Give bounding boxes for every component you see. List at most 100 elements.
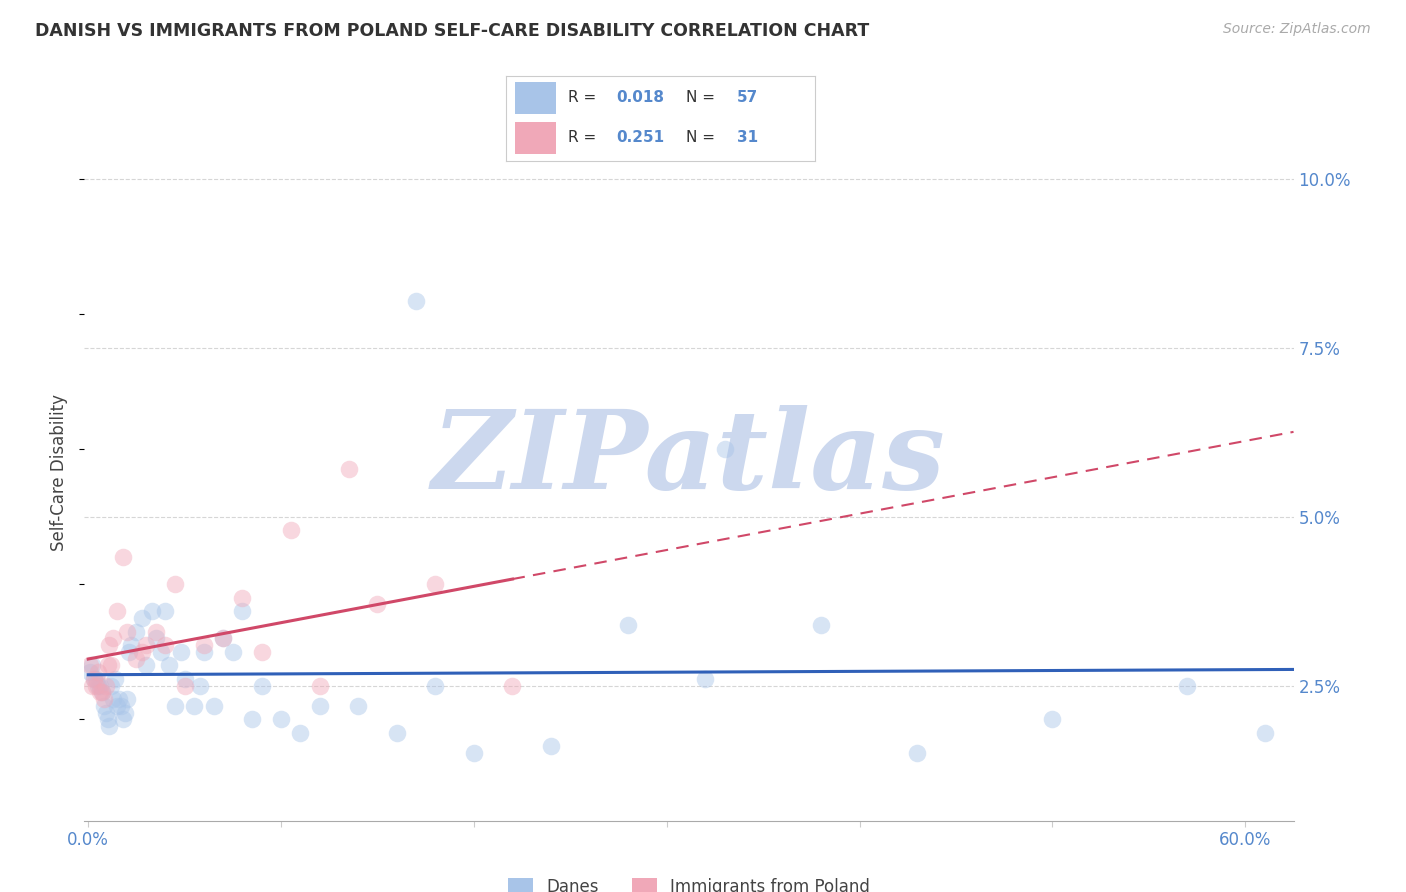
- Point: [105, 604, 128, 618]
- Point: [366, 598, 388, 612]
- Point: [80, 658, 103, 673]
- Text: R =: R =: [568, 90, 602, 105]
- Point: [84, 679, 107, 693]
- Point: [105, 698, 128, 713]
- Point: [141, 604, 163, 618]
- Point: [193, 645, 215, 659]
- Point: [87, 679, 110, 693]
- Point: [463, 746, 485, 760]
- Point: [231, 591, 253, 605]
- Point: [337, 462, 360, 476]
- Point: [308, 698, 330, 713]
- Point: [96, 658, 118, 673]
- Point: [617, 617, 640, 632]
- Point: [270, 712, 292, 726]
- Point: [98, 719, 121, 733]
- Point: [695, 672, 717, 686]
- Point: [713, 442, 735, 456]
- Bar: [516, 121, 555, 153]
- Point: [1177, 679, 1199, 693]
- Point: [163, 698, 186, 713]
- Point: [157, 658, 180, 673]
- Point: [405, 293, 427, 308]
- Text: Source: ZipAtlas.com: Source: ZipAtlas.com: [1223, 22, 1371, 37]
- Point: [125, 624, 148, 639]
- Text: DANISH VS IMMIGRANTS FROM POLAND SELF-CARE DISABILITY CORRELATION CHART: DANISH VS IMMIGRANTS FROM POLAND SELF-CA…: [35, 22, 869, 40]
- Point: [84, 672, 107, 686]
- Point: [131, 611, 153, 625]
- Point: [90, 685, 112, 699]
- Point: [103, 632, 125, 646]
- Point: [145, 632, 167, 646]
- Point: [222, 645, 245, 659]
- Point: [90, 685, 112, 699]
- Point: [115, 624, 138, 639]
- Point: [100, 679, 122, 693]
- Text: 57: 57: [737, 90, 758, 105]
- Point: [114, 706, 136, 720]
- Point: [425, 577, 447, 591]
- Point: [231, 604, 253, 618]
- Text: N =: N =: [686, 130, 720, 145]
- Point: [111, 712, 134, 726]
- Point: [347, 698, 370, 713]
- Text: N =: N =: [686, 90, 720, 105]
- Point: [308, 679, 330, 693]
- Point: [104, 672, 127, 686]
- Point: [173, 672, 195, 686]
- Point: [89, 679, 111, 693]
- Point: [173, 679, 195, 693]
- Point: [810, 617, 832, 632]
- Point: [83, 672, 105, 686]
- Y-axis label: Self-Care Disability: Self-Care Disability: [51, 394, 69, 551]
- Point: [79, 665, 101, 679]
- Point: [212, 632, 235, 646]
- Point: [110, 698, 132, 713]
- Point: [125, 651, 148, 665]
- Point: [907, 746, 929, 760]
- Text: 0.251: 0.251: [616, 130, 664, 145]
- Point: [250, 645, 273, 659]
- Point: [111, 550, 134, 565]
- Point: [193, 638, 215, 652]
- Point: [94, 679, 117, 693]
- Point: [212, 632, 235, 646]
- Text: 31: 31: [737, 130, 758, 145]
- Point: [135, 638, 157, 652]
- Point: [135, 658, 157, 673]
- Point: [93, 692, 115, 706]
- Point: [93, 698, 115, 713]
- Point: [83, 672, 105, 686]
- Point: [115, 692, 138, 706]
- Point: [163, 577, 186, 591]
- Point: [131, 645, 153, 659]
- Point: [120, 638, 142, 652]
- Point: [425, 679, 447, 693]
- Point: [290, 726, 312, 740]
- Point: [96, 712, 118, 726]
- Point: [103, 692, 125, 706]
- Bar: [516, 82, 555, 114]
- Point: [501, 679, 523, 693]
- Point: [250, 679, 273, 693]
- Point: [155, 638, 177, 652]
- Point: [150, 645, 173, 659]
- Point: [280, 523, 302, 537]
- Point: [108, 692, 131, 706]
- Point: [80, 679, 103, 693]
- Point: [89, 685, 111, 699]
- Point: [1253, 726, 1275, 740]
- Point: [188, 679, 211, 693]
- Legend: Danes, Immigrants from Poland: Danes, Immigrants from Poland: [501, 871, 877, 892]
- Point: [202, 698, 225, 713]
- Point: [240, 712, 263, 726]
- Point: [540, 739, 562, 754]
- Point: [98, 638, 121, 652]
- Text: 0.018: 0.018: [616, 90, 664, 105]
- Point: [100, 658, 122, 673]
- Point: [118, 645, 141, 659]
- Point: [145, 624, 167, 639]
- Text: ZIPatlas: ZIPatlas: [432, 405, 946, 513]
- Point: [170, 645, 193, 659]
- Point: [79, 658, 101, 673]
